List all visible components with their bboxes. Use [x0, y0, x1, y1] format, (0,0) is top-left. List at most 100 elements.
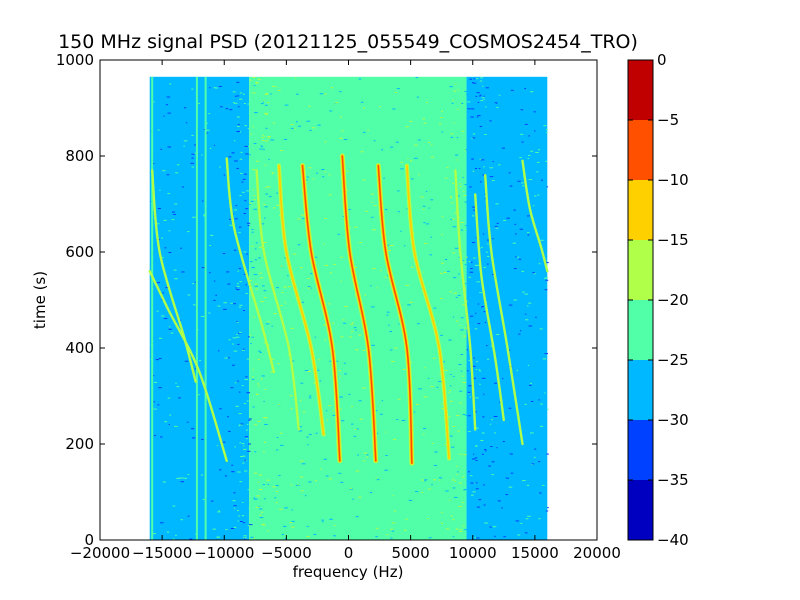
speckle — [228, 430, 231, 432]
speckle — [300, 490, 304, 492]
speckle — [228, 156, 232, 158]
speckle — [290, 484, 293, 486]
speckle — [375, 477, 377, 479]
speckle — [258, 385, 260, 387]
speckle — [167, 112, 171, 114]
speckle — [400, 230, 402, 232]
speckle — [278, 474, 281, 476]
y-tick-label: 0 — [84, 531, 94, 549]
speckle — [261, 523, 265, 525]
speckle — [346, 170, 349, 172]
speckle — [496, 447, 498, 449]
speckle — [257, 506, 260, 508]
speckle — [519, 157, 522, 159]
speckle — [423, 367, 426, 369]
speckle — [315, 480, 318, 482]
speckle — [176, 477, 180, 479]
speckle — [470, 268, 473, 270]
speckle — [544, 277, 547, 279]
speckle — [251, 229, 254, 231]
speckle — [410, 266, 414, 268]
speckle — [484, 133, 487, 135]
speckle — [492, 526, 497, 528]
speckle — [287, 286, 291, 288]
speckle — [197, 102, 200, 104]
x-tick-label: −20000 — [70, 544, 130, 562]
speckle — [534, 130, 536, 132]
speckle — [191, 134, 194, 136]
speckle — [246, 438, 248, 440]
speckle — [242, 522, 246, 524]
speckle — [168, 424, 170, 426]
speckle — [160, 436, 163, 438]
speckle — [302, 218, 305, 220]
speckle — [460, 528, 462, 530]
speckle — [234, 382, 237, 384]
speckle — [247, 450, 251, 452]
speckle — [376, 479, 380, 481]
speckle — [264, 417, 268, 419]
speckle — [244, 436, 249, 438]
speckle — [247, 224, 250, 226]
speckle — [239, 304, 243, 306]
speckle — [325, 475, 329, 477]
speckle — [157, 208, 161, 210]
speckle — [483, 99, 485, 101]
speckle — [165, 287, 169, 289]
speckle — [293, 127, 296, 129]
speckle — [328, 478, 333, 480]
speckle — [467, 391, 471, 393]
speckle — [270, 371, 274, 373]
speckle — [394, 91, 398, 93]
speckle — [546, 262, 549, 264]
speckle — [162, 481, 166, 483]
speckle — [165, 104, 169, 106]
speckle — [264, 136, 266, 138]
speckle — [249, 335, 252, 337]
speckle — [243, 445, 245, 447]
speckle — [422, 118, 426, 120]
speckle — [247, 524, 250, 526]
speckle — [474, 168, 478, 170]
speckle — [510, 472, 514, 474]
speckle — [255, 393, 259, 395]
speckle — [517, 256, 519, 258]
speckle — [256, 160, 260, 162]
speckle — [224, 475, 228, 477]
speckle — [201, 200, 204, 202]
speckle — [175, 172, 179, 174]
speckle — [449, 86, 453, 88]
x-tick-label: −15000 — [132, 544, 192, 562]
speckle — [473, 453, 475, 455]
speckle — [448, 416, 451, 418]
speckle — [474, 482, 476, 484]
speckle — [481, 97, 485, 99]
speckle — [492, 273, 495, 275]
speckle — [249, 202, 252, 204]
speckle — [164, 247, 167, 249]
x-tick-label: 15000 — [511, 544, 559, 562]
speckle — [347, 189, 349, 191]
speckle — [242, 93, 245, 95]
speckle — [371, 306, 375, 308]
speckle — [448, 391, 450, 393]
speckle — [154, 435, 156, 437]
speckle — [457, 89, 459, 91]
speckle — [533, 205, 535, 207]
speckle — [249, 204, 251, 206]
speckle — [235, 205, 238, 207]
speckle — [463, 454, 467, 456]
speckle — [257, 481, 260, 483]
speckle — [164, 421, 168, 423]
speckle — [167, 397, 171, 399]
speckle — [300, 267, 303, 269]
colorbar-tick-label: −40 — [657, 531, 689, 549]
speckle — [515, 256, 517, 258]
speckle — [308, 481, 312, 483]
speckle — [249, 418, 252, 420]
speckle — [452, 316, 455, 318]
speckle — [546, 129, 548, 131]
speckle — [468, 261, 471, 263]
speckle — [196, 394, 200, 396]
speckle — [353, 327, 357, 329]
